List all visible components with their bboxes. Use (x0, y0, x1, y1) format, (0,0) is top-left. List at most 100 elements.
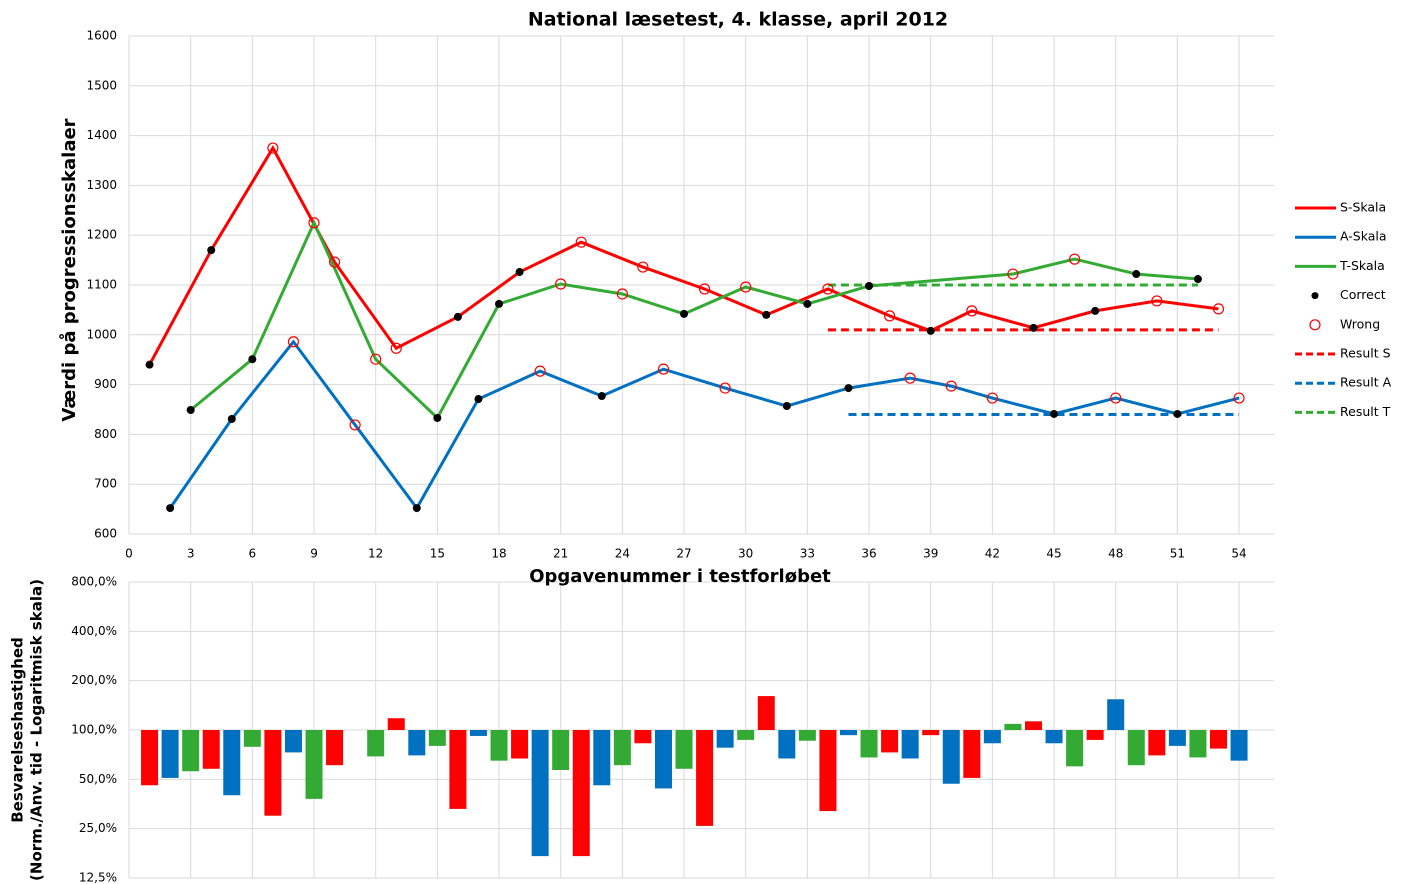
wrong-marker (370, 353, 382, 365)
scale-line (168, 339, 1240, 511)
wrong-marker (1151, 295, 1163, 307)
bar (202, 730, 220, 769)
bar (716, 730, 734, 748)
x-tick-label: 21 (553, 547, 568, 561)
wrong-marker (657, 363, 670, 375)
x-tick-label: 0 (125, 547, 133, 561)
bar (860, 730, 878, 758)
wrong-marker (822, 283, 834, 295)
bar (963, 730, 981, 778)
legend-label: A-Skala (1340, 229, 1387, 244)
bar (819, 730, 837, 812)
x-tick-label: 48 (1108, 547, 1123, 561)
bar (428, 730, 446, 746)
y-tick-label: 700 (94, 477, 117, 491)
scale-line (189, 219, 1199, 421)
bar (387, 718, 405, 730)
x-tick-label: 30 (738, 547, 753, 561)
correct-marker (1091, 306, 1100, 315)
bar (182, 730, 200, 772)
bar (1168, 730, 1186, 746)
bar (367, 730, 385, 757)
wrong-marker (1212, 303, 1225, 315)
bar (264, 730, 282, 816)
wrong-marker (1069, 253, 1081, 265)
correct-marker (166, 504, 175, 513)
correct-marker (782, 402, 791, 411)
legend-label: Result A (1340, 375, 1392, 390)
bar (1189, 730, 1207, 758)
x-tick-label: 36 (861, 547, 876, 561)
legend-swatch (1311, 292, 1319, 300)
correct-marker (186, 405, 195, 414)
x-tick-label: 24 (615, 547, 630, 561)
wrong-marker (719, 382, 731, 394)
wrong-marker (390, 342, 402, 354)
y-tick-label: 1000 (86, 327, 117, 341)
wrong-marker (308, 217, 320, 229)
x-tick-label: 12 (368, 547, 383, 561)
chart-title: National læsetest, 4. klasse, april 2012 (528, 9, 948, 31)
correct-marker (803, 299, 812, 308)
bar (469, 730, 487, 736)
x-tick-label: 33 (800, 547, 815, 561)
y-axis-label: (Norm./Anv. tid - Logaritmisk skala) (28, 579, 46, 881)
y-tick-label: 1400 (86, 128, 117, 142)
correct-marker (207, 246, 216, 255)
correct-marker (453, 312, 462, 321)
bar (141, 730, 159, 786)
y-tick-label: 1500 (86, 78, 117, 92)
x-tick-label: 27 (676, 547, 691, 561)
y-tick-label: 600 (94, 527, 117, 541)
bar (675, 730, 693, 769)
x-axis-label: Opgavenummer i testforløbet (529, 566, 831, 587)
correct-marker (227, 414, 236, 423)
y-tick-label: 25,0% (79, 821, 117, 835)
correct-marker (680, 309, 689, 318)
correct-marker (865, 281, 874, 290)
bar (798, 730, 816, 741)
correct-marker (248, 355, 257, 364)
correct-marker (474, 395, 483, 404)
correct-marker (926, 326, 935, 335)
x-tick-label: 42 (985, 547, 1000, 561)
bar (1086, 730, 1104, 740)
wrong-marker (267, 142, 279, 154)
bar (243, 730, 261, 747)
bar (408, 730, 426, 756)
legend-label: T-Skala (1339, 258, 1385, 273)
legend-label: S-Skala (1340, 200, 1386, 215)
bar (839, 730, 857, 736)
x-tick-label: 15 (430, 547, 445, 561)
correct-marker (433, 413, 442, 422)
x-tick-label: 39 (923, 547, 938, 561)
correct-marker (412, 504, 421, 513)
y-axis-label: Besvarelseshastighed (9, 637, 27, 823)
bar (223, 730, 241, 796)
correct-marker (495, 299, 504, 308)
wrong-marker (966, 305, 978, 317)
y-tick-label: 1200 (86, 228, 117, 242)
y-tick-label: 900 (94, 377, 117, 391)
bar (942, 730, 960, 784)
y-axis-label: Værdi på progressionsskalaer (58, 118, 80, 421)
bar (901, 730, 919, 759)
bar (654, 730, 672, 789)
bar (757, 696, 775, 730)
wrong-marker (1110, 392, 1122, 404)
legend-label: Wrong (1340, 316, 1380, 331)
wrong-marker (740, 281, 752, 293)
bar (284, 730, 302, 753)
wrong-marker (555, 278, 567, 290)
wrong-marker (1233, 392, 1245, 404)
correct-marker (844, 384, 853, 393)
bar (1045, 730, 1063, 744)
wrong-marker (575, 236, 587, 248)
legend-swatch (1309, 319, 1321, 331)
bar (778, 730, 796, 759)
y-tick-label: 400,0% (71, 624, 117, 638)
bar (1107, 699, 1125, 730)
correct-marker (145, 360, 154, 369)
bar (161, 730, 179, 778)
